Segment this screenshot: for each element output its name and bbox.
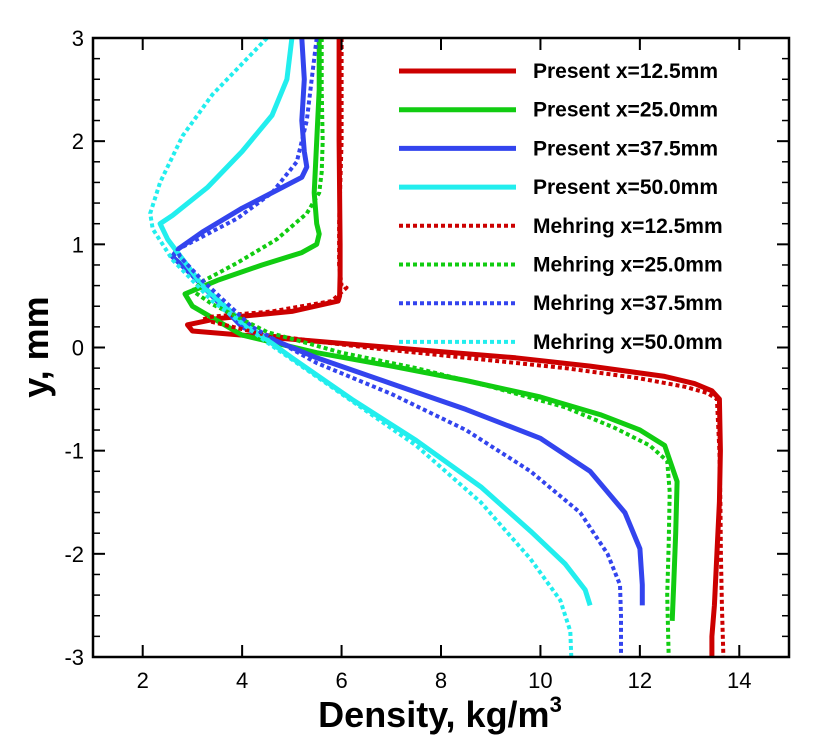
x-tick-label: 6	[335, 668, 347, 693]
x-tick-label: 4	[236, 668, 248, 693]
legend-label-1: Present x=12.5mm	[533, 60, 718, 83]
y-tick-label: 1	[72, 232, 84, 257]
series-line-2	[182, 38, 680, 622]
x-tick-label: 12	[628, 668, 652, 693]
x-tick-label: 14	[727, 668, 751, 693]
x-tick-label: 10	[528, 668, 552, 693]
x-tick-label: 2	[137, 668, 149, 693]
y-tick-label: 0	[72, 336, 84, 361]
y-tick-label: -2	[64, 542, 84, 567]
x-axis-title-superscript: 3	[550, 692, 562, 717]
series-line-3	[170, 37, 645, 606]
x-axis-title: Density, kg/m3	[318, 692, 562, 735]
y-axis-title: y, mm	[15, 296, 56, 397]
y-tick-label: 3	[72, 26, 84, 51]
series-line-4	[157, 37, 593, 607]
y-tick-label: -1	[64, 439, 84, 464]
legend-label-3: Present x=37.5mm	[533, 137, 718, 160]
series-line-8	[148, 36, 574, 658]
x-axis-title-text: Density, kg/m	[318, 694, 549, 735]
series-line-5	[200, 38, 726, 658]
x-tick-label: 8	[435, 668, 447, 693]
legend-label-8: Mehring x=50.0mm	[533, 331, 723, 354]
legend-label-6: Mehring x=25.0mm	[533, 254, 723, 277]
legend-label-2: Present x=25.0mm	[533, 99, 718, 122]
series-line-6	[190, 38, 672, 658]
series-layer	[148, 36, 726, 658]
legend-label-5: Mehring x=12.5mm	[533, 215, 723, 238]
legend-label-7: Mehring x=37.5mm	[533, 292, 723, 315]
series-line-7	[175, 37, 623, 657]
y-tick-label: 2	[72, 129, 84, 154]
legend-label-4: Present x=50.0mm	[533, 176, 718, 199]
legend: Present x=12.5mm Present x=25.0mm Present …	[399, 60, 723, 354]
y-tick-label: -3	[64, 645, 84, 670]
